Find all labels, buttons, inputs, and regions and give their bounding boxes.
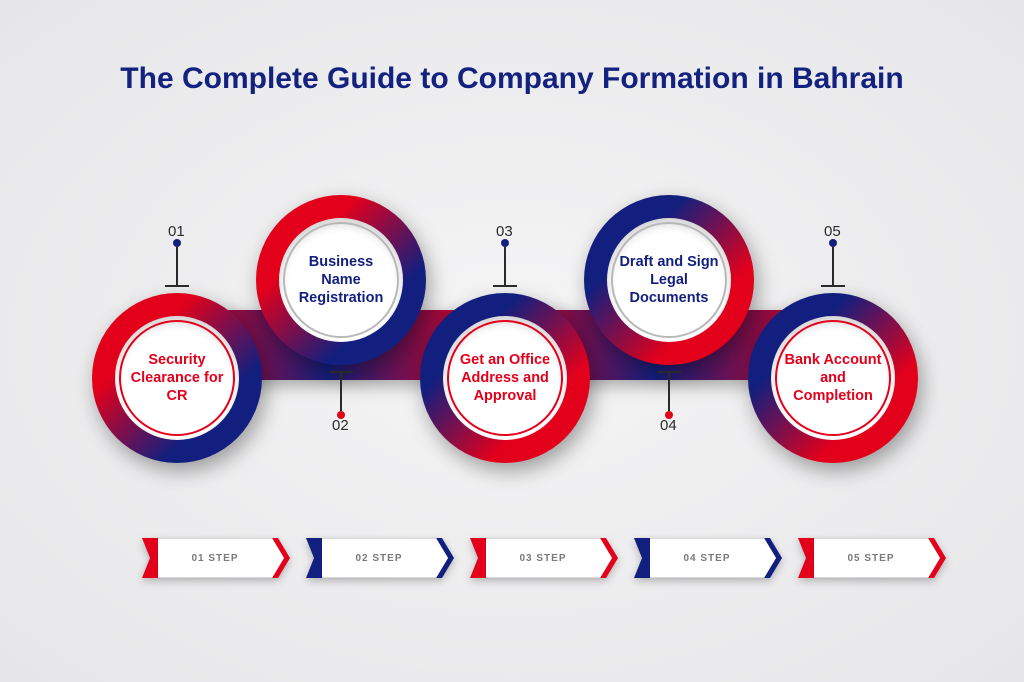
step-01-pin [176,247,178,287]
step-02-number: 02 [332,417,349,434]
tag-body: 01 STEP [158,538,272,578]
step-tag-1: 01 STEP [142,538,292,578]
step-04-number: 04 [660,417,677,434]
tag-label: 05 STEP [847,553,894,564]
step-02-pin [340,371,342,411]
step-03-pin [504,247,506,287]
tag-left-cap [798,538,814,578]
step-tag-2: 02 STEP [306,538,456,578]
tag-left-cap [470,538,486,578]
tag-body: 02 STEP [322,538,436,578]
tag-label: 04 STEP [683,553,730,564]
tag-body: 05 STEP [814,538,928,578]
step-03-label: Get an Office Address and Approval [443,316,567,440]
step-04-pin [668,371,670,411]
step-03-number: 03 [496,223,513,240]
step-tag-4: 04 STEP [634,538,784,578]
step-tag-5: 05 STEP [798,538,948,578]
step-01-number: 01 [168,223,185,240]
tag-label: 03 STEP [519,553,566,564]
step-05-number: 05 [824,223,841,240]
tag-body: 03 STEP [486,538,600,578]
infographic-stage: Security Clearance for CR 01 Business Name… [0,0,1024,682]
tag-label: 01 STEP [191,553,238,564]
tag-arrow-right [600,538,620,578]
step-tag-3: 03 STEP [470,538,620,578]
tag-left-cap [142,538,158,578]
step-02-label: Business Name Registration [279,218,403,342]
tag-body: 04 STEP [650,538,764,578]
step-04-label: Draft and Sign Legal Documents [607,218,731,342]
tag-label: 02 STEP [355,553,402,564]
tag-left-cap [634,538,650,578]
tag-arrow-right [272,538,292,578]
tag-arrow-right [928,538,948,578]
tag-left-cap [306,538,322,578]
step-05-pin [832,247,834,287]
tag-arrow-right [436,538,456,578]
step-05-label: Bank Account and Completion [771,316,895,440]
tag-arrow-right [764,538,784,578]
step-01-label: Security Clearance for CR [115,316,239,440]
